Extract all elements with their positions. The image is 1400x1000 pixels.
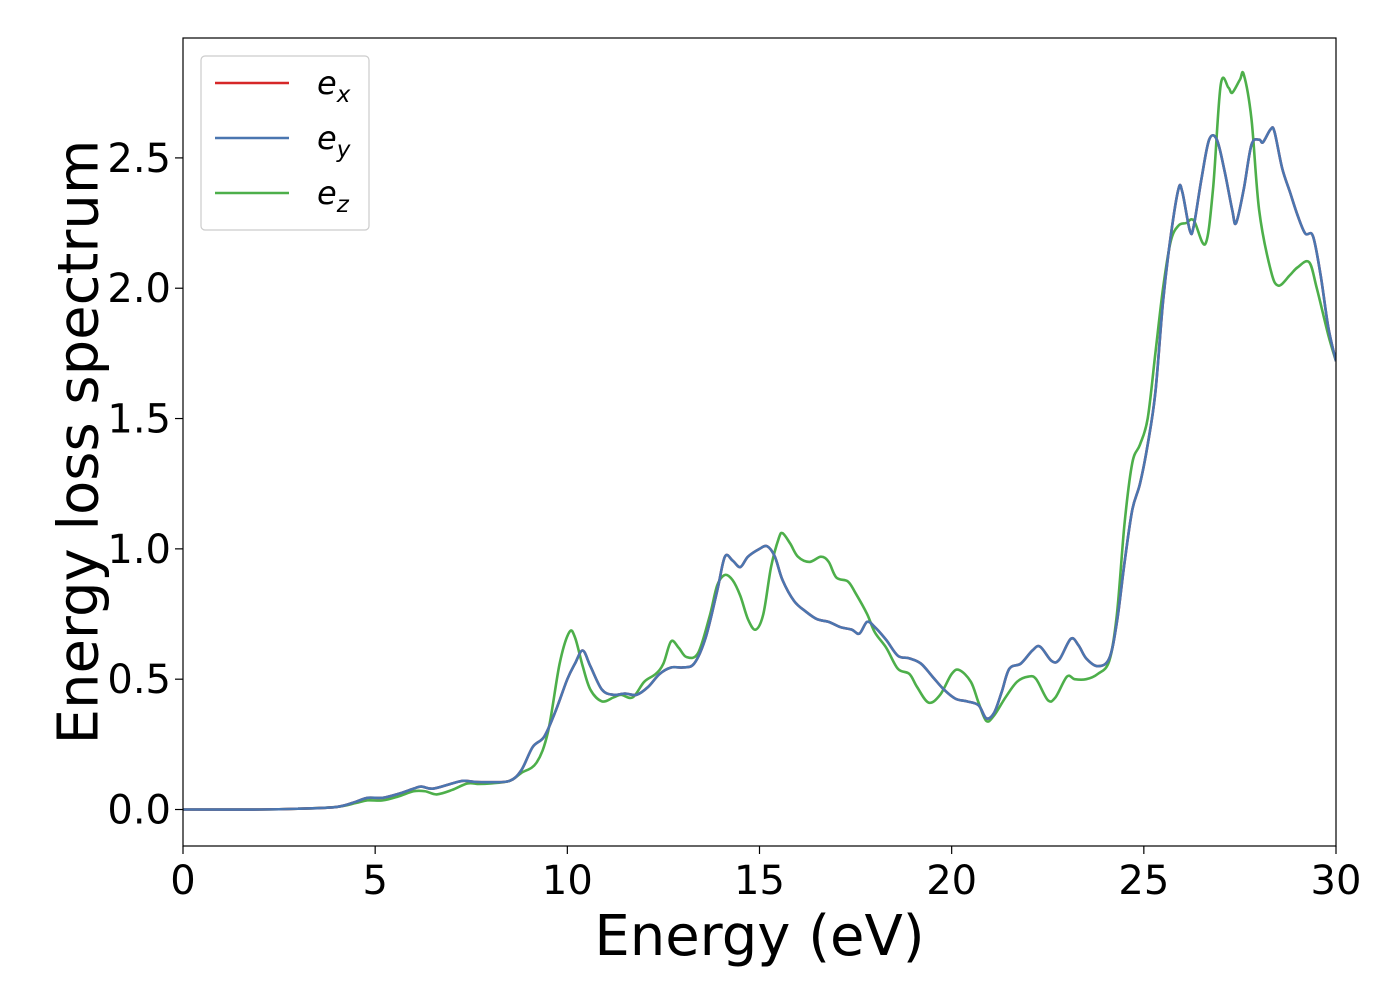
legend-label: ey [317,119,351,163]
x-tick-label: 30 [1311,858,1362,904]
legend-box [200,55,370,231]
x-axis: 0 5 10 15 20 25 30 [170,846,1361,904]
legend-label-subscript: x [336,82,351,108]
y-tick-label: 2.0 [107,266,171,312]
legend-label-subscript: z [336,192,350,218]
y-tick-label: 0.5 [107,657,171,703]
x-tick-label: 5 [362,858,387,904]
y-tick-label: 0.0 [107,788,171,834]
legend-label: ex [317,64,351,108]
legend-label-base: e [317,119,337,157]
legend-label-subscript: y [336,137,351,163]
y-tick-label: 1.5 [107,397,171,443]
series-layer [183,70,1336,811]
x-axis-label: Energy (eV) [594,904,924,969]
legend-item-ez: ez [215,174,350,218]
legend-label: ez [317,174,350,218]
legend-item-ex: ex [215,64,351,108]
y-axis-label: Energy loss spectrum [47,140,112,745]
x-tick-label: 10 [542,858,593,904]
y-tick-label: 1.0 [107,527,171,573]
series-line-ey [183,126,1336,811]
legend-label-base: e [317,64,337,102]
y-axis: 0.0 0.5 1.0 1.5 2.0 2.5 [107,136,183,834]
x-tick-label: 15 [734,858,785,904]
y-tick-label: 2.5 [107,136,171,182]
legend-label-base: e [317,174,337,212]
x-tick-label: 0 [170,858,195,904]
legend-item-ey: ey [215,119,351,163]
x-tick-label: 20 [926,858,977,904]
x-tick-label: 25 [1118,858,1169,904]
series-line-ez [183,70,1336,811]
